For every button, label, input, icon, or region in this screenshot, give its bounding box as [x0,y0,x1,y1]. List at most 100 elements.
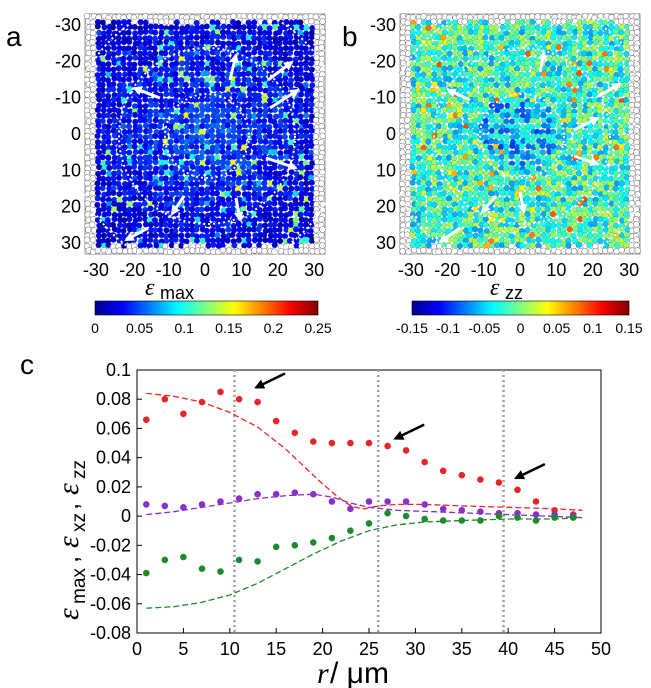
particle [318,44,325,51]
particle [613,206,620,213]
particle [308,49,315,56]
particle [298,164,305,172]
particle [240,24,247,31]
particle [446,138,453,146]
particle [267,85,274,93]
particle [602,55,609,62]
particle [298,206,305,213]
particle [281,169,288,176]
particle [612,170,620,177]
particle [193,148,200,155]
particle [313,148,320,155]
particle [426,75,433,82]
colorbar-tick-label: 0.15 [215,320,242,336]
particle [115,174,123,181]
particle [308,179,315,186]
particle [456,221,464,228]
particle [601,247,609,255]
particle [467,247,474,254]
particle [447,221,454,228]
data-point [439,517,447,524]
particle [399,248,406,255]
particle [303,180,310,187]
particle [456,81,463,88]
particle [404,117,411,124]
particle [624,71,631,78]
particle [146,39,153,46]
particle [570,55,577,62]
particle [204,96,211,103]
colorbar-tick-label: -0.05 [468,320,500,336]
particle [581,91,588,99]
particle [319,144,326,151]
particle [255,117,263,125]
particle [628,65,635,72]
particle [404,201,411,208]
particle [209,138,216,145]
particle [462,39,469,46]
particle [519,132,526,139]
particle [240,144,248,151]
particle [456,242,464,250]
particle [633,179,641,187]
data-point [384,442,391,450]
particle [503,55,510,63]
particle [561,65,568,72]
particle [571,33,578,41]
data-point [532,517,540,524]
particle [256,112,263,119]
data-point [254,558,261,565]
particle [566,226,573,233]
particle [214,148,221,155]
particle [152,23,159,30]
particle [415,29,422,37]
particle [499,18,506,25]
particle [591,44,598,51]
particle [535,122,542,129]
particle [230,112,237,119]
particle [633,236,640,243]
particle [415,18,423,25]
particle [503,153,510,161]
particle [471,70,479,78]
particle [591,237,599,244]
particle [570,179,578,186]
particle [203,70,211,77]
particle [519,160,526,167]
particle [425,180,432,187]
particle [256,215,264,222]
particle [266,29,273,37]
particle [544,248,551,256]
particle [633,107,640,114]
particle [509,248,516,255]
particle [116,190,123,198]
particle [519,39,526,46]
particle [173,24,180,31]
particle [431,180,438,187]
particle [104,54,112,61]
particle [508,65,515,72]
particle [587,127,595,134]
particle [612,200,620,207]
particle [575,170,583,177]
particle [188,18,195,25]
particle [116,101,123,108]
particle [571,149,578,156]
particle [89,158,97,165]
particle [303,106,310,114]
particle [267,65,274,73]
particle [482,127,490,134]
data-point [458,507,466,514]
particle [256,185,263,193]
particle [271,221,278,228]
particle [617,90,624,98]
y-label-comma-2: , [54,503,84,510]
particle [529,206,537,213]
particle [177,86,184,94]
particle [409,231,416,239]
particle [618,101,625,109]
particle [239,85,247,93]
data-point [532,511,540,518]
y-label-eps-1: ε [52,608,85,620]
